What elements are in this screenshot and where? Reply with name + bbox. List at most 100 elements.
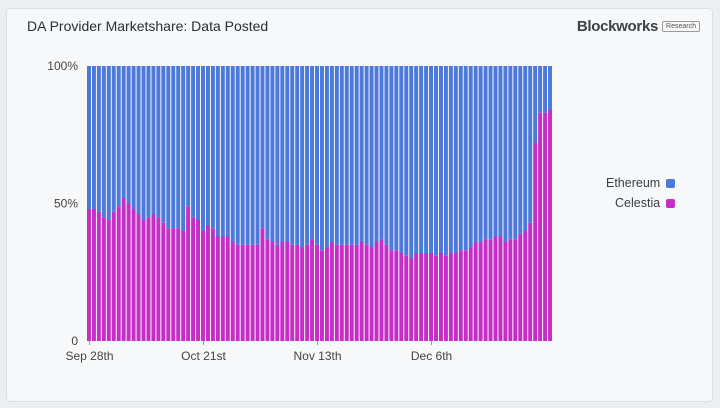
- bar-celestia-74[interactable]: [453, 253, 458, 341]
- bar-ethereum-54[interactable]: [354, 66, 359, 245]
- bar-celestia-43[interactable]: [300, 247, 305, 342]
- bar-ethereum-20[interactable]: [186, 66, 191, 207]
- bar-ethereum-66[interactable]: [414, 66, 419, 253]
- bar-ethereum-87[interactable]: [518, 66, 523, 234]
- bar-ethereum-61[interactable]: [389, 66, 394, 251]
- bar-ethereum-33[interactable]: [250, 66, 255, 245]
- bar-ethereum-5[interactable]: [111, 66, 116, 212]
- bar-ethereum-29[interactable]: [230, 66, 235, 242]
- bar-ethereum-69[interactable]: [429, 66, 434, 253]
- bar-ethereum-19[interactable]: [181, 66, 186, 231]
- bar-ethereum-27[interactable]: [220, 66, 225, 237]
- bar-celestia-79[interactable]: [478, 242, 483, 341]
- bar-ethereum-18[interactable]: [176, 66, 181, 229]
- bar-ethereum-23[interactable]: [201, 66, 205, 231]
- bar-ethereum-31[interactable]: [240, 66, 245, 245]
- bar-celestia-82[interactable]: [493, 236, 498, 342]
- bar-celestia-62[interactable]: [394, 250, 399, 341]
- bar-celestia-90[interactable]: [533, 143, 538, 341]
- bar-celestia-21[interactable]: [191, 217, 196, 341]
- bar-ethereum-90[interactable]: [533, 66, 538, 143]
- bar-celestia-30[interactable]: [235, 244, 240, 341]
- bar-ethereum-74[interactable]: [453, 66, 458, 253]
- bar-ethereum-67[interactable]: [419, 66, 424, 253]
- bar-ethereum-59[interactable]: [379, 66, 384, 240]
- bar-celestia-42[interactable]: [295, 244, 300, 341]
- bar-ethereum-57[interactable]: [369, 66, 374, 248]
- bar-ethereum-7[interactable]: [121, 66, 126, 198]
- bar-ethereum-51[interactable]: [339, 66, 344, 245]
- bar-ethereum-41[interactable]: [290, 66, 295, 245]
- bar-celestia-8[interactable]: [126, 203, 131, 342]
- bar-ethereum-60[interactable]: [384, 66, 389, 245]
- bar-celestia-68[interactable]: [424, 253, 429, 341]
- bar-ethereum-75[interactable]: [458, 66, 463, 251]
- bar-ethereum-39[interactable]: [280, 66, 285, 242]
- bar-ethereum-24[interactable]: [205, 66, 210, 226]
- bar-celestia-39[interactable]: [280, 242, 285, 341]
- bar-celestia-4[interactable]: [106, 220, 111, 341]
- bar-celestia-87[interactable]: [518, 233, 523, 341]
- bar-ethereum-88[interactable]: [523, 66, 528, 231]
- bar-ethereum-3[interactable]: [101, 66, 106, 218]
- bar-celestia-13[interactable]: [151, 214, 156, 342]
- bar-ethereum-37[interactable]: [270, 66, 275, 242]
- bar-ethereum-52[interactable]: [344, 66, 349, 245]
- bar-celestia-9[interactable]: [131, 209, 136, 341]
- bar-celestia-19[interactable]: [181, 231, 186, 341]
- bar-celestia-84[interactable]: [503, 242, 508, 341]
- bar-ethereum-72[interactable]: [443, 66, 448, 256]
- bar-ethereum-38[interactable]: [275, 66, 280, 245]
- bar-ethereum-56[interactable]: [364, 66, 369, 245]
- bar-celestia-25[interactable]: [210, 228, 215, 341]
- bar-ethereum-35[interactable]: [260, 66, 265, 229]
- bar-celestia-93[interactable]: [548, 110, 552, 341]
- bar-ethereum-47[interactable]: [320, 66, 324, 251]
- bar-celestia-1[interactable]: [91, 209, 96, 341]
- bar-ethereum-32[interactable]: [245, 66, 250, 245]
- bar-celestia-65[interactable]: [409, 258, 414, 342]
- bar-celestia-26[interactable]: [215, 236, 220, 342]
- bar-ethereum-10[interactable]: [136, 66, 141, 215]
- bar-ethereum-34[interactable]: [255, 66, 260, 245]
- bar-celestia-83[interactable]: [498, 236, 503, 342]
- bar-celestia-48[interactable]: [324, 247, 329, 342]
- bar-celestia-15[interactable]: [161, 222, 166, 341]
- bar-celestia-16[interactable]: [166, 228, 171, 341]
- bar-celestia-44[interactable]: [305, 244, 310, 341]
- bar-celestia-60[interactable]: [384, 244, 389, 341]
- bar-ethereum-9[interactable]: [131, 66, 136, 209]
- bar-ethereum-17[interactable]: [171, 66, 176, 229]
- bar-celestia-51[interactable]: [339, 244, 344, 341]
- bar-celestia-38[interactable]: [275, 244, 280, 341]
- bar-ethereum-36[interactable]: [265, 66, 270, 240]
- bar-ethereum-6[interactable]: [116, 66, 121, 207]
- bar-celestia-57[interactable]: [369, 247, 374, 342]
- bar-celestia-37[interactable]: [270, 242, 275, 341]
- bar-ethereum-68[interactable]: [424, 66, 429, 253]
- bar-ethereum-64[interactable]: [404, 66, 409, 256]
- bar-ethereum-62[interactable]: [394, 66, 399, 251]
- bar-ethereum-63[interactable]: [399, 66, 404, 253]
- legend-item-ethereum[interactable]: Ethereum: [606, 173, 676, 193]
- bar-ethereum-77[interactable]: [468, 66, 473, 248]
- bar-ethereum-82[interactable]: [493, 66, 498, 237]
- bar-celestia-23[interactable]: [201, 231, 205, 341]
- bar-ethereum-15[interactable]: [161, 66, 166, 223]
- bar-ethereum-80[interactable]: [483, 66, 488, 240]
- bar-celestia-61[interactable]: [389, 250, 394, 341]
- bar-ethereum-79[interactable]: [478, 66, 483, 242]
- bar-celestia-53[interactable]: [349, 244, 354, 341]
- bar-ethereum-78[interactable]: [473, 66, 478, 242]
- bar-ethereum-25[interactable]: [210, 66, 215, 229]
- bar-ethereum-16[interactable]: [166, 66, 171, 229]
- bar-celestia-7[interactable]: [121, 198, 126, 341]
- bar-ethereum-70[interactable]: [434, 66, 438, 256]
- bar-celestia-28[interactable]: [225, 236, 230, 342]
- bar-ethereum-11[interactable]: [141, 66, 146, 220]
- legend-item-celestia[interactable]: Celestia: [606, 193, 676, 213]
- bar-ethereum-85[interactable]: [508, 66, 513, 240]
- bar-celestia-29[interactable]: [230, 242, 235, 341]
- bar-ethereum-83[interactable]: [498, 66, 503, 237]
- bar-celestia-6[interactable]: [116, 206, 121, 341]
